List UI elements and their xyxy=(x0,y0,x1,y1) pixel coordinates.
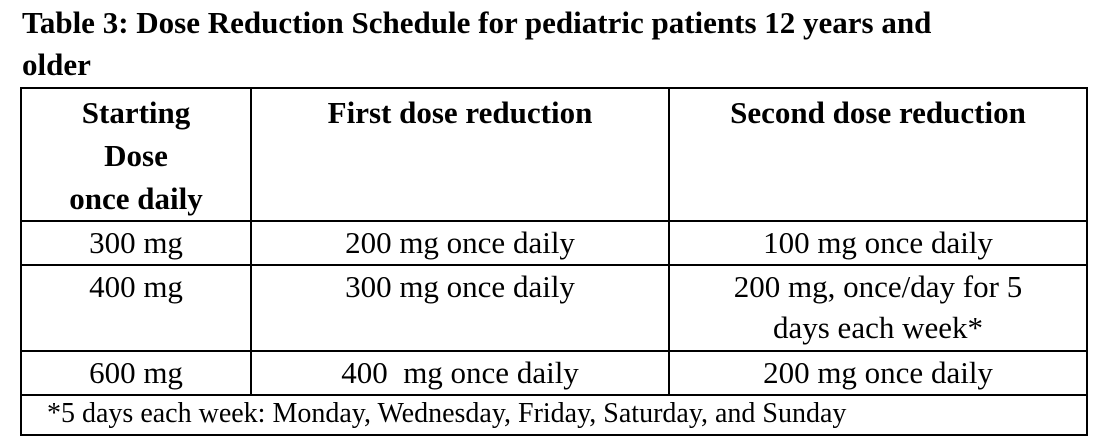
dose-reduction-table: Starting Dose once daily First dose redu… xyxy=(20,87,1088,436)
header-row: Starting Dose once daily First dose redu… xyxy=(20,87,1088,222)
footnote-row: *5 days each week: Monday, Wednesday, Fr… xyxy=(20,394,1088,436)
cell-starting-dose: 600 mg xyxy=(20,350,252,396)
header-starting-dose-line-2: Dose xyxy=(104,138,168,173)
caption-line-2: older xyxy=(22,47,91,82)
table-row: 300 mg 200 mg once daily 100 mg once dai… xyxy=(20,220,1088,266)
cell-second-reduction-line-1: 100 mg once daily xyxy=(763,225,993,260)
cell-first-reduction: 400 mg once daily xyxy=(250,350,670,396)
header-starting-dose: Starting Dose once daily xyxy=(20,87,252,222)
cell-first-reduction: 200 mg once daily xyxy=(250,220,670,266)
header-starting-dose-line-1: Starting xyxy=(81,95,191,130)
cell-second-reduction: 100 mg once daily xyxy=(668,220,1088,266)
cell-first-reduction-text: 400 mg once daily xyxy=(341,355,579,390)
cell-first-reduction: 300 mg once daily xyxy=(250,264,670,352)
header-second-dose-reduction-label: Second dose reduction xyxy=(730,95,1026,130)
cell-second-reduction-line-2: days each week* xyxy=(772,310,983,345)
cell-starting-dose: 400 mg xyxy=(20,264,252,352)
table-footnote: *5 days each week: Monday, Wednesday, Fr… xyxy=(20,394,1088,436)
header-starting-dose-line-3: once daily xyxy=(69,181,203,216)
table-row: 400 mg 300 mg once daily 200 mg, once/da… xyxy=(20,264,1088,352)
cell-second-reduction: 200 mg, once/day for 5 days each week* xyxy=(668,264,1088,352)
cell-second-reduction-line-1: 200 mg once daily xyxy=(763,355,993,390)
header-first-dose-reduction-label: First dose reduction xyxy=(327,95,593,130)
cell-second-reduction-line-1: 200 mg, once/day for 5 xyxy=(733,269,1023,304)
cell-starting-dose: 300 mg xyxy=(20,220,252,266)
header-first-dose-reduction: First dose reduction xyxy=(250,87,670,222)
table-row: 600 mg 400 mg once daily 200 mg once dai… xyxy=(20,350,1088,396)
header-second-dose-reduction: Second dose reduction xyxy=(668,87,1088,222)
table-caption: Table 3: Dose Reduction Schedule for ped… xyxy=(22,2,1102,86)
cell-second-reduction: 200 mg once daily xyxy=(668,350,1088,396)
caption-line-1: Table 3: Dose Reduction Schedule for ped… xyxy=(22,5,932,40)
